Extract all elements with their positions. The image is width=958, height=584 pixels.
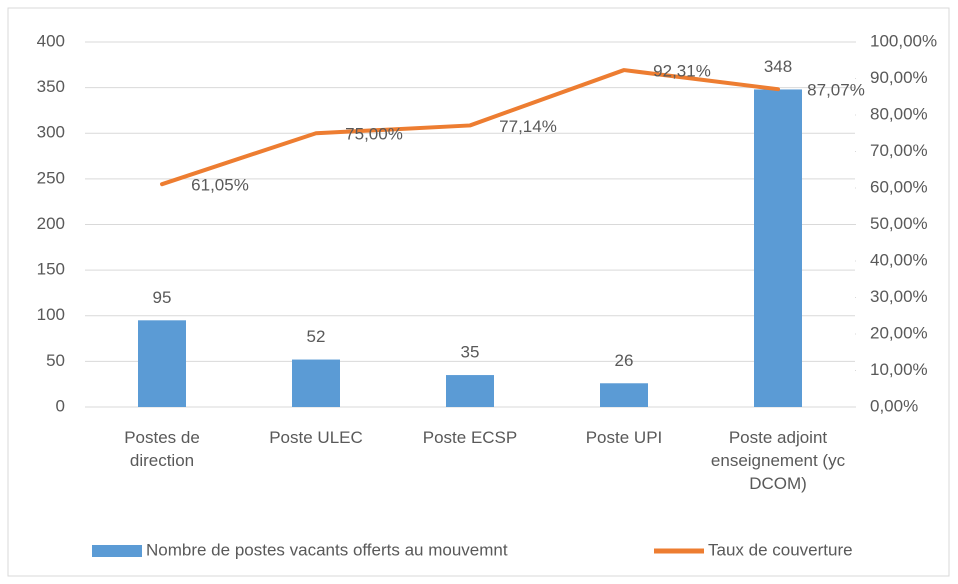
bar [138,320,186,407]
y2-tick-label: 30,00% [870,287,928,306]
y2-tick-label: 80,00% [870,104,928,123]
bar-value-label: 26 [615,351,634,370]
line-value-label: 77,14% [499,117,557,136]
y2-tick-label: 20,00% [870,323,928,342]
bar [754,89,802,407]
y2-tick-label: 10,00% [870,360,928,379]
line-value-label: 87,07% [807,81,865,100]
bar [446,375,494,407]
legend-label: Nombre de postes vacants offerts au mouv… [146,540,508,559]
y-tick-label: 400 [37,31,65,50]
y-tick-label: 100 [37,305,65,324]
y2-tick-label: 60,00% [870,177,928,196]
y-tick-label: 200 [37,214,65,233]
line-value-label: 61,05% [191,176,249,195]
y2-tick-label: 100,00% [870,31,937,50]
bar-value-label: 52 [307,327,326,346]
y2-tick-label: 50,00% [870,214,928,233]
y2-tick-label: 0,00% [870,396,918,415]
line-value-label: 92,31% [653,62,711,81]
y-tick-label: 250 [37,168,65,187]
y-tick-label: 0 [56,396,65,415]
bar [600,383,648,407]
y-tick-label: 350 [37,77,65,96]
line-value-label: 75,00% [345,125,403,144]
bar [292,359,340,407]
line [160,68,780,187]
y-tick-label: 50 [46,351,65,370]
y2-tick-label: 40,00% [870,250,928,269]
x-tick-label: Poste adjoint enseignement (yc DCOM) [710,428,846,493]
y-tick-label: 300 [37,123,65,142]
legend-label: Taux de couverture [708,540,853,559]
x-tick-label: Poste ULEC [269,428,363,447]
y2-tick-label: 90,00% [870,68,928,87]
legend-swatch [92,545,142,557]
y2-tick-label: 70,00% [870,141,928,160]
x-tick-label: Postes de direction [124,428,200,470]
x-tick-label: Poste ECSP [422,428,518,447]
x-tick-label: Poste UPI [585,428,663,447]
bar-value-label: 348 [764,57,792,76]
bar-value-label: 35 [461,343,480,362]
y-tick-label: 150 [37,260,65,279]
bar-value-label: 95 [153,288,172,307]
